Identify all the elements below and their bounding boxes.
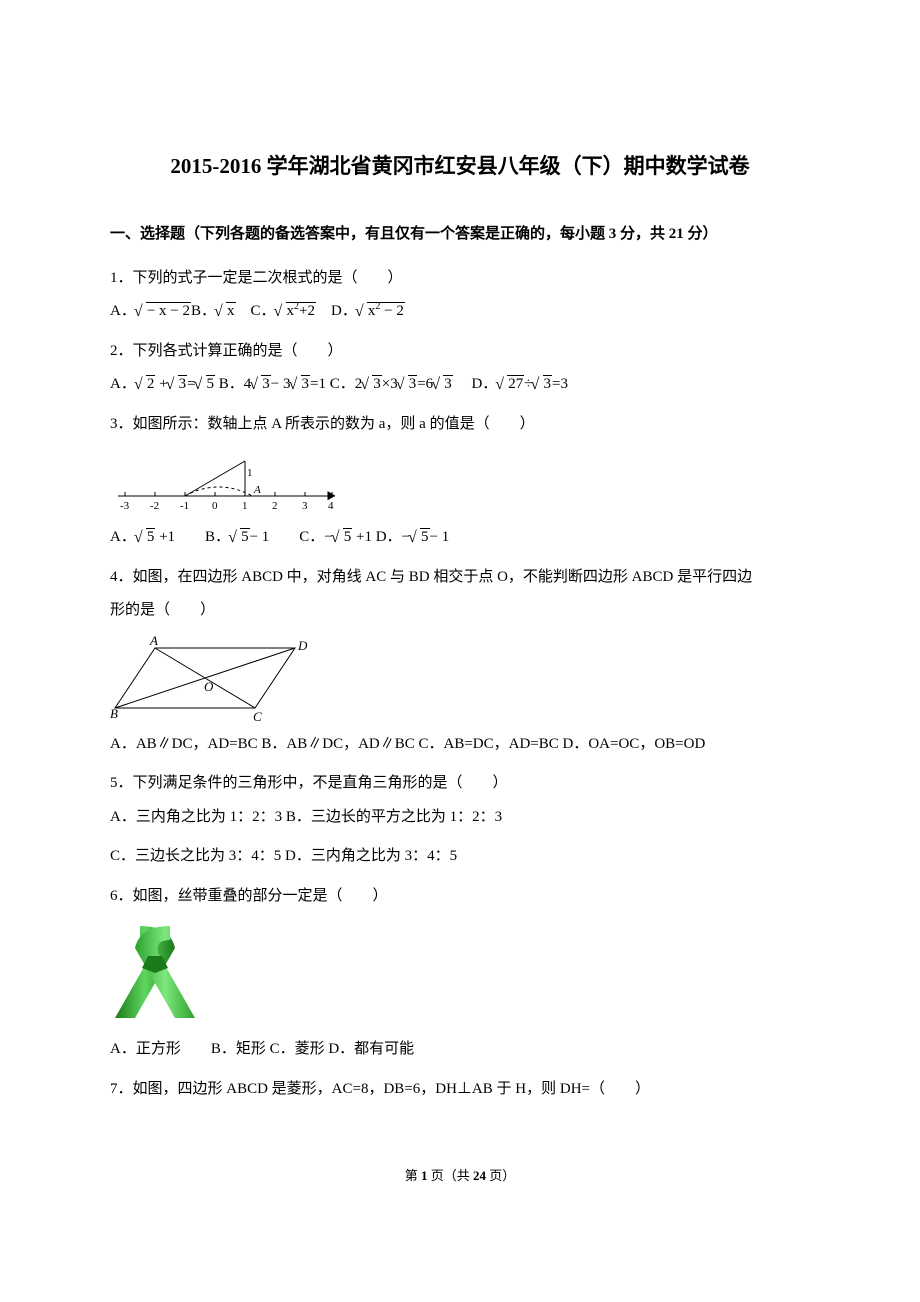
sqrt-icon: 2 bbox=[136, 369, 156, 401]
sqrt-icon: x2 − 2 bbox=[357, 296, 405, 328]
sqrt-icon: 3 bbox=[291, 369, 311, 401]
q1-optD-prefix: D． bbox=[316, 303, 357, 319]
sqrt-icon: − x − 2 bbox=[136, 296, 191, 328]
section-1-header: 一、选择题（下列各题的备选答案中，有且仅有一个答案是正确的，每小题 3 分，共 … bbox=[110, 220, 810, 249]
exam-title: 2015-2016 学年湖北省黄冈市红安县八年级（下）期中数学试卷 bbox=[110, 150, 810, 180]
q3-c-e: 5 bbox=[343, 528, 353, 545]
svg-text:-1: -1 bbox=[180, 500, 189, 512]
q2-d-e1: 27 bbox=[507, 375, 524, 392]
parallelogram-icon: A D B C O bbox=[110, 633, 310, 723]
svg-text:O: O bbox=[204, 679, 214, 694]
sqrt-icon: 5 bbox=[333, 522, 353, 554]
svg-text:C: C bbox=[253, 709, 262, 723]
sqrt-icon: 27 bbox=[497, 369, 524, 401]
q1-optD-suf: − 2 bbox=[380, 303, 403, 319]
svg-text:0: 0 bbox=[212, 500, 218, 512]
q1-optA-prefix: A． bbox=[110, 303, 136, 319]
q6-stem: 6．如图，丝带重叠的部分一定是（ ） bbox=[110, 881, 810, 913]
q3-a-suf: +1 B． bbox=[155, 529, 230, 545]
q2-b-eq: =1 bbox=[310, 376, 326, 392]
q3-a-e: 5 bbox=[146, 528, 156, 545]
q3-c-suf: +1 D．− bbox=[352, 529, 410, 545]
sqrt-icon: 3 bbox=[251, 369, 271, 401]
q3-a: A． bbox=[110, 529, 136, 545]
q4-stem2: 形的是（ ） bbox=[110, 595, 810, 627]
q1-optB-prefix: B． bbox=[191, 303, 216, 319]
svg-text:D: D bbox=[297, 638, 308, 653]
q3-options: A．5 +1 B．5− 1 C．−5 +1 D．−5− 1 bbox=[110, 522, 810, 554]
q2-options: A．2 +3=5 B．43− 33=1 C．23×33=63 D．27÷3=3 bbox=[110, 369, 810, 401]
exam-page: 2015-2016 学年湖北省黄冈市红安县八年级（下）期中数学试卷 一、选择题（… bbox=[0, 0, 920, 1244]
q2-b: B．4 bbox=[215, 376, 251, 392]
svg-text:-3: -3 bbox=[120, 500, 130, 512]
q3-d-e: 5 bbox=[420, 528, 430, 545]
sqrt-icon: 5 bbox=[410, 522, 430, 554]
ribbon-icon bbox=[110, 918, 210, 1028]
footer-mid: 页（共 bbox=[427, 1168, 473, 1183]
svg-text:-2: -2 bbox=[150, 500, 159, 512]
q2-a-e3: 5 bbox=[206, 375, 216, 392]
q3-figure: -3 -2 -1 0 1 2 3 4 1 A bbox=[110, 446, 810, 516]
q2-b-e1: 3 bbox=[261, 375, 271, 392]
svg-text:1: 1 bbox=[242, 500, 248, 512]
svg-text:2: 2 bbox=[272, 500, 278, 512]
sqrt-icon: 5 bbox=[196, 369, 216, 401]
sqrt-icon: 3 bbox=[398, 369, 418, 401]
page-footer: 第 1 页（共 24 页） bbox=[110, 1165, 810, 1184]
q5-stem: 5．下列满足条件的三角形中，不是直角三角形的是（ ） bbox=[110, 768, 810, 800]
footer-suffix: 页） bbox=[486, 1168, 515, 1183]
svg-text:3: 3 bbox=[302, 500, 308, 512]
q4-stem: 4．如图，在四边形 ABCD 中，对角线 AC 与 BD 相交于点 O，不能判断… bbox=[110, 562, 810, 594]
sqrt-icon: 5 bbox=[230, 522, 250, 554]
q2-a: A． bbox=[110, 376, 136, 392]
q2-c-e1: 3 bbox=[372, 375, 382, 392]
q4-options: A．AB∥DC，AD=BC B．AB∥DC，AD∥BC C．AB=DC，AD=B… bbox=[110, 729, 810, 761]
q2-a-e2: 3 bbox=[178, 375, 188, 392]
q1-optB-expr: x bbox=[226, 302, 236, 319]
q3-b-e: 5 bbox=[240, 528, 250, 545]
number-line-icon: -3 -2 -1 0 1 2 3 4 1 A bbox=[110, 446, 350, 516]
sqrt-icon: 3 bbox=[168, 369, 188, 401]
footer-prefix: 第 bbox=[405, 1168, 421, 1183]
q3-label-1: 1 bbox=[247, 467, 253, 479]
sqrt-icon: x2+2 bbox=[276, 296, 316, 328]
sqrt-icon: 3 bbox=[362, 369, 382, 401]
q2-c: C．2 bbox=[326, 376, 362, 392]
q4-figure: A D B C O bbox=[110, 633, 810, 723]
svg-text:B: B bbox=[110, 706, 118, 721]
sqrt-icon: 5 bbox=[136, 522, 156, 554]
q1-options: A． − x − 2B． x C．x2+2 D．x2 − 2 bbox=[110, 296, 810, 328]
q2-a-e1: 2 bbox=[146, 375, 156, 392]
q1-optC-suf: +2 bbox=[299, 303, 315, 319]
q7-stem: 7．如图，四边形 ABCD 是菱形，AC=8，DB=6，DH⊥AB 于 H，则 … bbox=[110, 1074, 810, 1106]
q2-d-e2: 3 bbox=[543, 375, 553, 392]
q3-stem: 3．如图所示：数轴上点 A 所表示的数为 a，则 a 的值是（ ） bbox=[110, 409, 810, 441]
q3-label-A: A bbox=[253, 484, 261, 496]
sqrt-icon: 3 bbox=[433, 369, 453, 401]
q1-optC-prefix: C． bbox=[236, 303, 276, 319]
q1-optA-expr: − x − 2 bbox=[146, 302, 191, 319]
sqrt-icon: x bbox=[216, 296, 236, 328]
q5-line2: C．三边长之比为 3：4：5 D．三内角之比为 3：4：5 bbox=[110, 841, 810, 873]
svg-text:A: A bbox=[149, 633, 158, 648]
q6-figure bbox=[110, 918, 810, 1028]
q2-b-e2: 3 bbox=[301, 375, 311, 392]
footer-total: 24 bbox=[473, 1168, 486, 1183]
q2-c-e2: 3 bbox=[408, 375, 418, 392]
sqrt-icon: 3 bbox=[533, 369, 553, 401]
q1-stem: 1．下列的式子一定是二次根式的是（ ） bbox=[110, 263, 810, 295]
q2-d: D． bbox=[453, 376, 498, 392]
q1-optC-expr: x bbox=[287, 303, 295, 319]
q2-c-e3: 3 bbox=[443, 375, 453, 392]
svg-text:4: 4 bbox=[328, 500, 334, 512]
q3-d-suf: − 1 bbox=[430, 529, 450, 545]
q6-options: A．正方形 B．矩形 C．菱形 D．都有可能 bbox=[110, 1034, 810, 1066]
q2-d-eq: =3 bbox=[552, 376, 568, 392]
q2-stem: 2．下列各式计算正确的是（ ） bbox=[110, 336, 810, 368]
q5-line1: A．三内角之比为 1：2：3 B．三边长的平方之比为 1：2：3 bbox=[110, 802, 810, 834]
q3-b-suf: − 1 C．− bbox=[250, 529, 333, 545]
